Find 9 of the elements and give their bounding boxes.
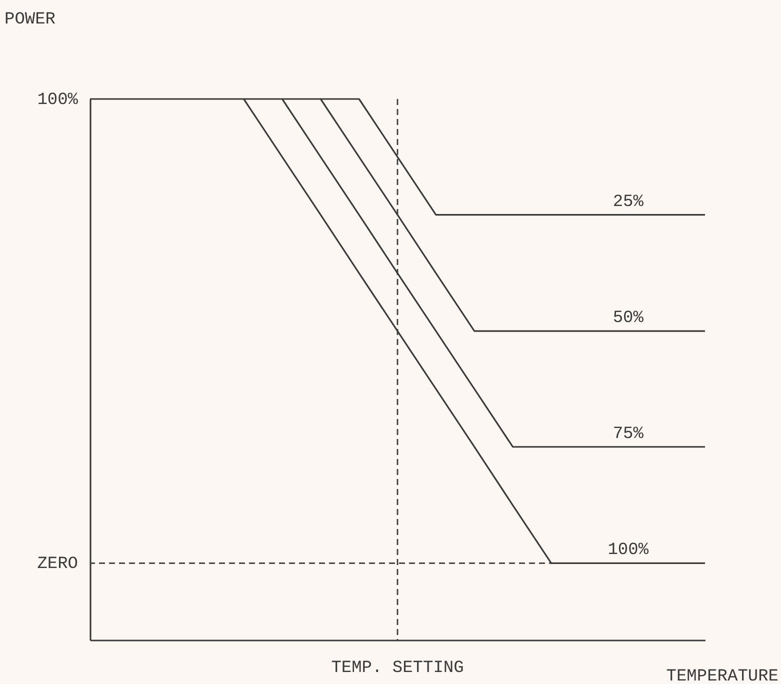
y-axis-title: POWER	[4, 10, 56, 30]
series-label: 75%	[612, 424, 644, 444]
text: 100%	[37, 91, 79, 110]
ref-line-label: ZERO	[37, 555, 78, 574]
series-label: 50%	[612, 309, 644, 328]
series-label: 100%	[608, 541, 650, 560]
series-label: 25%	[612, 192, 644, 212]
text: TEMP. SETTING	[331, 659, 464, 678]
x-axis-title: TEMPERATURE	[666, 668, 778, 684]
